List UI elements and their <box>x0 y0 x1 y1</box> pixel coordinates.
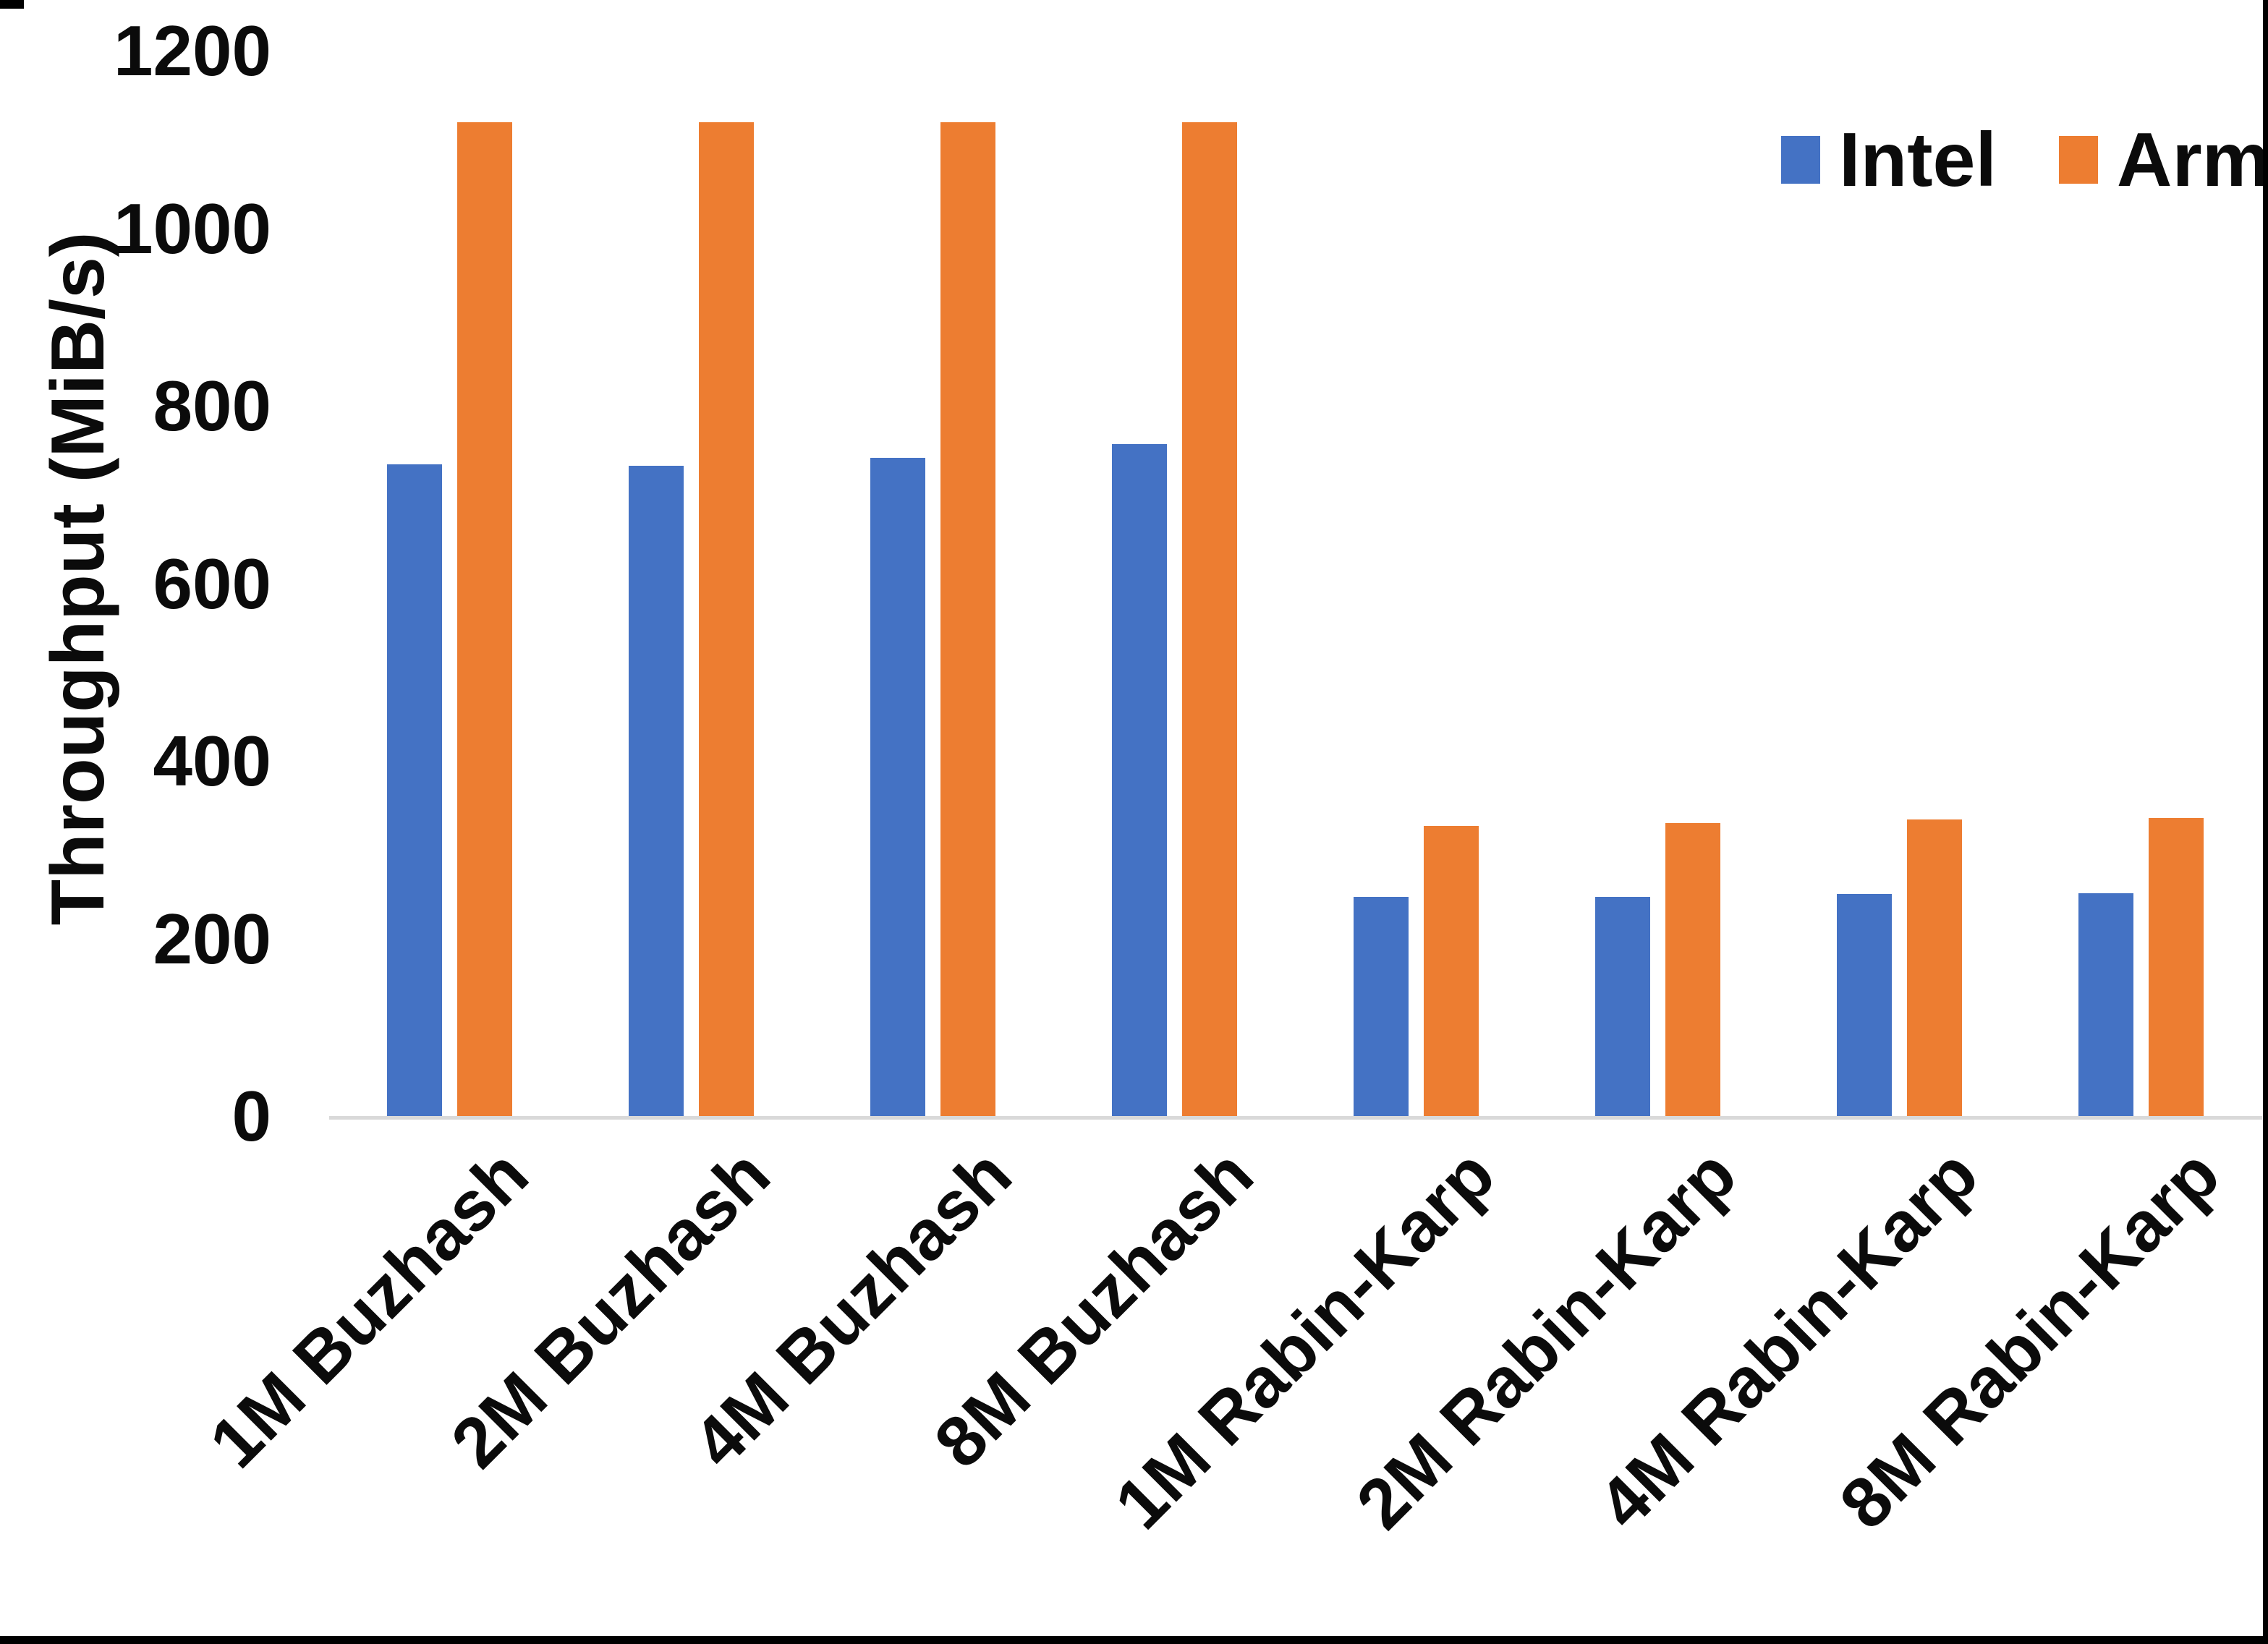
screenshot-edge-bottom <box>0 1636 2268 1644</box>
y-tick-label: 1200 <box>113 11 271 90</box>
legend-label: Intel <box>1839 117 1997 203</box>
bar-intel-8 <box>2078 893 2133 1116</box>
bar-arm-5 <box>1424 825 1479 1116</box>
bar-intel-3 <box>870 458 925 1116</box>
y-tick-label: 600 <box>153 543 271 623</box>
legend-label: Arm <box>2116 117 2268 203</box>
x-category-label: 2M Buzhash <box>436 1133 785 1483</box>
bar-intel-4 <box>1112 443 1167 1116</box>
legend-swatch-intel <box>1781 136 1820 184</box>
x-axis-line <box>329 1116 2262 1120</box>
y-tick-label: 1000 <box>113 188 271 268</box>
x-category-label: 8M Rabin-Karp <box>1824 1133 2235 1544</box>
y-tick-label: 800 <box>153 366 271 446</box>
x-category-label: 4M Buzhash <box>677 1133 1027 1483</box>
bar-intel-2 <box>629 466 684 1116</box>
bar-arm-2 <box>699 122 754 1116</box>
x-category-label: 2M Rabin-Karp <box>1341 1133 1751 1544</box>
x-category-label: 4M Rabin-Karp <box>1582 1133 1993 1544</box>
bar-arm-6 <box>1665 822 1720 1116</box>
y-axis-title: Throughput (MiB/s) <box>36 231 120 926</box>
legend-item-intel: Intel <box>1781 122 1997 198</box>
bar-arm-8 <box>2149 817 2204 1116</box>
bar-intel-7 <box>1837 894 1892 1116</box>
bar-intel-1 <box>387 464 442 1116</box>
legend: Intel Arm <box>1781 122 2268 198</box>
x-category-label: 1M Buzhash <box>194 1133 543 1483</box>
bar-intel-6 <box>1595 896 1650 1116</box>
bar-arm-7 <box>1907 819 1962 1116</box>
bar-arm-4 <box>1182 122 1237 1116</box>
bar-arm-1 <box>457 122 512 1116</box>
screenshot-edge-right <box>2263 0 2268 1644</box>
screenshot-corner-artifact <box>0 0 24 9</box>
legend-item-arm: Arm <box>2058 117 2268 203</box>
y-tick-label: 400 <box>153 721 271 801</box>
x-category-label: 1M Rabin-Karp <box>1099 1133 1510 1544</box>
legend-swatch-arm <box>2058 136 2098 184</box>
bar-arm-3 <box>940 122 995 1116</box>
bar-intel-5 <box>1354 896 1409 1116</box>
y-tick-label: 200 <box>153 898 271 979</box>
y-tick-label: 0 <box>232 1076 271 1156</box>
x-category-label: 8M Buzhash <box>919 1133 1268 1483</box>
